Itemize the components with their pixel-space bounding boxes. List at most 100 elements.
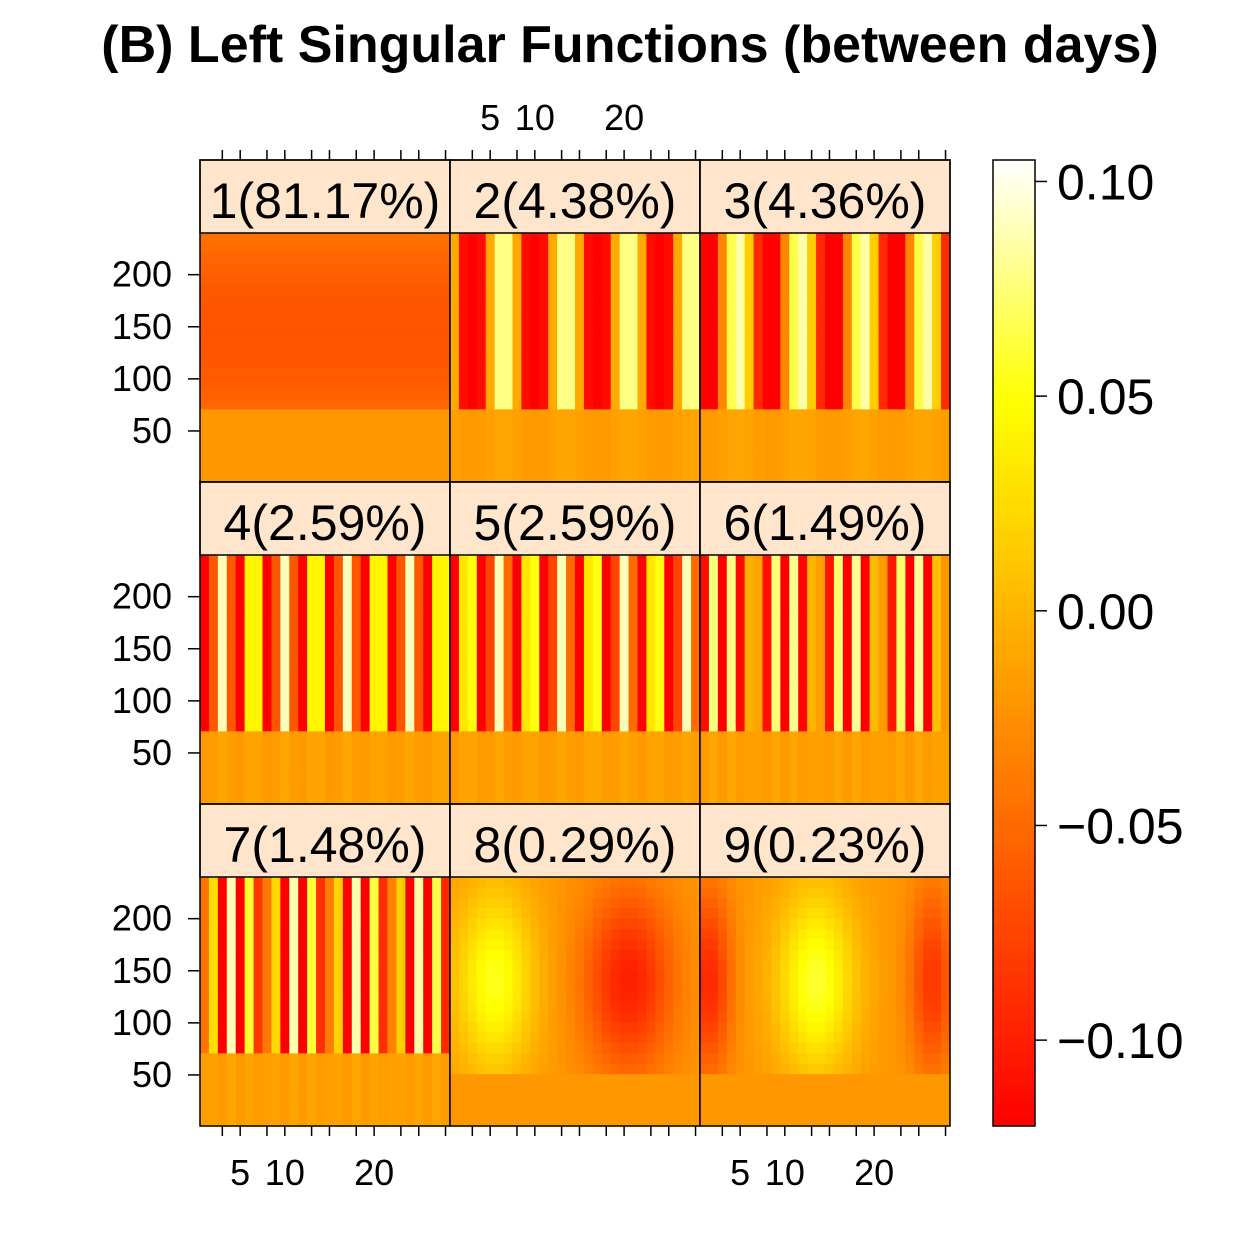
heatmap-cell [423, 1063, 433, 1075]
heatmap-cell [548, 689, 558, 701]
heatmap-cell [253, 284, 264, 296]
heatmap-cell [226, 658, 237, 670]
heatmap-cell [494, 627, 505, 639]
heatmap-cell [628, 700, 639, 712]
heatmap-cell [307, 939, 317, 951]
heatmap-cell [450, 1074, 460, 1086]
heatmap-cell [396, 586, 406, 598]
heatmap-cell [914, 606, 924, 618]
heatmap-cell [512, 1053, 523, 1065]
heatmap-cell [682, 700, 692, 712]
heatmap-cell [807, 264, 817, 276]
heatmap-cell [432, 627, 442, 639]
heatmap-cell [226, 669, 237, 681]
heatmap-cell [450, 264, 460, 276]
heatmap-cell [592, 669, 603, 681]
heatmap-cell [923, 316, 933, 327]
heatmap-cell [941, 284, 951, 296]
heatmap-cell [271, 721, 281, 732]
heatmap-cell [682, 669, 692, 681]
heatmap-cell [575, 347, 585, 359]
heatmap-cell [307, 575, 317, 587]
heatmap-cell [780, 243, 790, 255]
heatmap-cell [200, 679, 210, 691]
heatmap-cell [539, 336, 549, 348]
heatmap-cell [244, 1094, 255, 1106]
heatmap-cell [262, 721, 273, 732]
heatmap-cell [494, 918, 505, 930]
heatmap-cell [619, 679, 630, 691]
heatmap-cell [316, 980, 326, 992]
heatmap-cell [369, 762, 380, 774]
heatmap-cell [575, 409, 585, 421]
heatmap-cell [878, 606, 889, 618]
heatmap-cell [244, 284, 255, 296]
heatmap-cell [557, 721, 567, 732]
heatmap-cell [941, 793, 951, 805]
heatmap-cell [762, 274, 773, 286]
heatmap-cell [307, 1063, 317, 1075]
heatmap-cell [807, 638, 817, 649]
heatmap-cell [414, 461, 424, 473]
heatmap-cell [726, 357, 737, 369]
heatmap-cell [932, 357, 942, 369]
heatmap-cell [244, 1074, 255, 1086]
heatmap-cell [360, 399, 371, 410]
heatmap-cell [200, 752, 210, 764]
heatmap-cell [682, 586, 692, 598]
heatmap-cell [476, 762, 487, 774]
heatmap-cell [441, 305, 451, 317]
heatmap-cell [351, 752, 362, 764]
heatmap-cell [842, 752, 853, 764]
heatmap-cell [458, 908, 469, 920]
heatmap-cell [405, 565, 415, 577]
heatmap-cell [807, 316, 817, 327]
heatmap-cell [360, 440, 371, 452]
heatmap-cell [637, 450, 648, 462]
heatmap-cell [798, 762, 808, 774]
heatmap-cell [566, 679, 576, 691]
heatmap-cell [896, 409, 906, 421]
heatmap-cell [333, 928, 344, 940]
heatmap-cell [780, 752, 790, 764]
heatmap-cell [512, 419, 523, 431]
heatmap-cell [289, 949, 299, 961]
heatmap-cell [744, 638, 755, 649]
heatmap-cell [441, 679, 451, 691]
heatmap-cell [816, 461, 826, 473]
heatmap-cell [289, 357, 299, 369]
heatmap-cell [521, 1094, 531, 1106]
heatmap-cell [691, 741, 701, 753]
heatmap-cell [476, 399, 487, 410]
panel-3: 3(4.36%) [699, 159, 951, 483]
heatmap-cell [503, 378, 514, 390]
heatmap-cell [726, 347, 737, 359]
heatmap-cell [512, 918, 523, 930]
heatmap-cell [807, 409, 817, 421]
heatmap-cell [628, 399, 639, 410]
heatmap-cell [450, 1011, 460, 1023]
heatmap-cell [476, 928, 487, 940]
heatmap-cell [253, 274, 264, 286]
heatmap-cell [316, 367, 326, 379]
heatmap-cell [825, 284, 835, 296]
heatmap-cell [200, 741, 210, 753]
heatmap-cell [360, 450, 371, 462]
heatmap-cell [262, 295, 273, 307]
heatmap-cell [441, 752, 451, 764]
heatmap-cell [307, 627, 317, 639]
heatmap-cell [619, 461, 630, 473]
heatmap-cell [726, 399, 737, 410]
heatmap-cell [494, 897, 505, 909]
heatmap-cell [932, 638, 942, 649]
heatmap-cell [726, 274, 737, 286]
heatmap-cell [601, 450, 612, 462]
heatmap-cell [798, 399, 808, 410]
heatmap-cell [878, 388, 889, 400]
heatmap-cell [673, 555, 683, 566]
heatmap-cell [691, 586, 701, 598]
heatmap-cell [253, 357, 264, 369]
heatmap-cell [548, 679, 558, 691]
heatmap-cell [405, 1053, 415, 1065]
heatmap-cell [217, 752, 228, 764]
